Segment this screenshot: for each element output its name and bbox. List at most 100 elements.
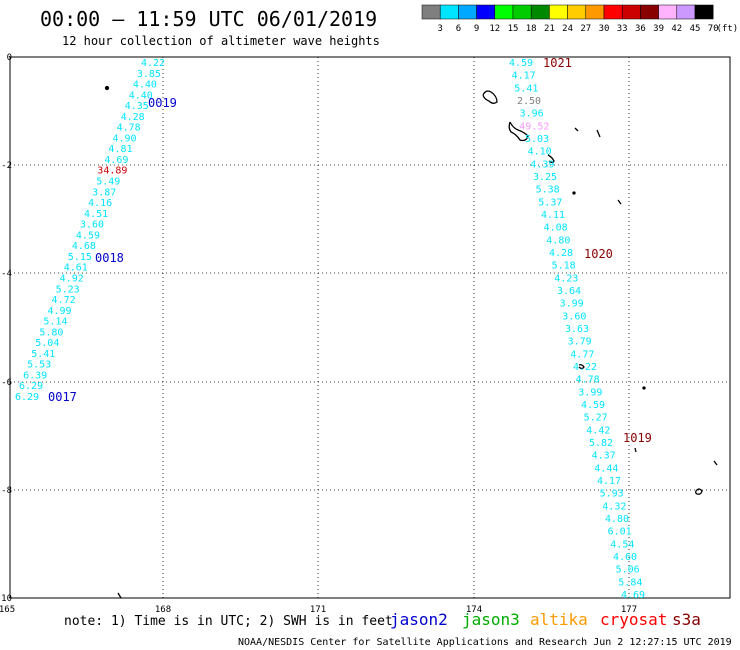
pass-label: 1019: [623, 431, 652, 445]
legend-swatch: [640, 4, 659, 20]
wave-height-reading: 5.41: [514, 83, 538, 94]
wave-height-reading: 4.42: [586, 425, 610, 436]
wave-height-reading: 2.50: [517, 96, 541, 107]
legend-swatch: [494, 4, 514, 20]
legend-swatch: [694, 4, 714, 20]
plot-frame: [9, 56, 731, 599]
wave-height-reading: 5.23: [56, 284, 80, 295]
color-legend: 3 6 9 12 15 18 21 24 27 30 33 36 39 42 45 70(ft): [421, 4, 739, 34]
wave-height-reading: 6.01: [608, 527, 632, 538]
wave-height-reading: 4.44: [594, 463, 618, 474]
wave-height-reading: 4.59: [509, 58, 533, 69]
wave-height-reading: 4.28: [549, 248, 573, 259]
wave-height-reading: 4.17: [597, 476, 621, 487]
legend-label: 36: [635, 24, 646, 34]
island-outline: [508, 121, 529, 142]
legend-swatch: [603, 4, 623, 20]
legend-label: 24: [562, 24, 573, 34]
wave-height-reading: 4.22: [573, 362, 597, 373]
wave-height-reading: 4.54: [610, 539, 634, 550]
wave-height-reading: 5.18: [552, 261, 576, 272]
legend-label: 12: [489, 24, 500, 34]
island-outlines: [104, 85, 718, 599]
pass-label: 0019: [148, 96, 177, 110]
wave-height-reading: 4.68: [72, 241, 96, 252]
wave-height-reading: 4.92: [60, 273, 84, 284]
wave-height-reading: 4.32: [602, 501, 626, 512]
y-tick-label: 0: [7, 53, 12, 63]
legend-swatch: [585, 4, 605, 20]
wave-height-reading: 6.39: [23, 370, 47, 381]
wave-height-reading: 3.60: [562, 311, 586, 322]
map-title: 00:00 – 11:59 UTC 06/01/2019: [40, 7, 377, 31]
legend-label: 3: [437, 24, 442, 34]
axis-labels: 165 168 171 174 177 0 -2 -4 -6 -8 -10: [0, 53, 637, 615]
wave-height-reading: 5.37: [538, 197, 562, 208]
wave-height-reading: 5.41: [31, 349, 55, 360]
wave-height-reading: 4.40: [133, 80, 157, 91]
wave-height-reading: 4.51: [84, 209, 108, 220]
satellite-label: s3a: [672, 610, 701, 629]
legend-label: (ft): [717, 24, 739, 34]
island-outline: [695, 488, 703, 495]
legend-swatch: [549, 4, 568, 20]
wave-height-reading: 5.06: [616, 565, 640, 576]
x-tick-label: 177: [621, 605, 637, 615]
wave-height-reading: 4.35: [125, 101, 149, 112]
wave-height-reading: 5.38: [536, 185, 560, 196]
wave-height-reading: 4.22: [141, 58, 165, 69]
wave-height-reading: 4.60: [613, 552, 637, 563]
legend-label: 42: [671, 24, 682, 34]
wave-height-reading: 3.99: [560, 299, 584, 310]
x-tick-label: 168: [155, 605, 171, 615]
legend-swatch: [567, 4, 587, 20]
legend-label: 6: [456, 24, 461, 34]
wave-height-reading: 5.14: [43, 317, 67, 328]
map-subtitle: 12 hour collection of altimeter wave hei…: [62, 34, 380, 48]
wave-height-reading: 4.77: [570, 349, 594, 360]
satellite-label: cryosat: [600, 610, 667, 629]
wave-height-reading: 4.08: [544, 223, 568, 234]
wave-height-reading: 4.80: [546, 235, 570, 246]
wave-height-reading: 4.69: [104, 155, 128, 166]
wave-height-reading: 5.80: [39, 327, 63, 338]
wave-height-reading: 3.60: [80, 220, 104, 231]
wave-height-reading: 4.39: [530, 159, 554, 170]
wave-height-reading: 4.78: [576, 375, 600, 386]
legend-swatch: [676, 4, 696, 20]
legend-swatch: [530, 4, 550, 20]
wave-height-reading: 4.17: [512, 71, 536, 82]
pass-label: 1021: [543, 56, 572, 70]
island-outline: [617, 199, 622, 205]
legend-label: 9: [474, 24, 479, 34]
wave-height-reading: 4.40: [129, 90, 153, 101]
wave-height-reading: 4.69: [621, 590, 645, 601]
wave-height-reading: 3.87: [92, 187, 116, 198]
wave-height-reading: 4.90: [113, 133, 137, 144]
wave-height-reading: 5.27: [584, 413, 608, 424]
y-tick-label: -4: [1, 269, 12, 279]
footer-credit: NOAA/NESDIS Center for Satellite Applica…: [238, 637, 732, 648]
legend-label: 15: [508, 24, 519, 34]
legend-swatch: [421, 4, 441, 20]
wave-height-reading: 4.23: [554, 273, 578, 284]
island-marker: [104, 85, 110, 91]
island-outline: [596, 129, 601, 138]
island-outline: [713, 460, 718, 466]
wave-height-reading: 3.96: [520, 109, 544, 120]
island-marker: [572, 191, 576, 195]
legend-swatch: [439, 4, 459, 20]
wave-height-reading: 6.29: [15, 392, 39, 403]
legend-swatch: [658, 4, 678, 20]
wave-height-reading: 5.15: [68, 252, 92, 263]
pass-label: 0018: [95, 251, 124, 265]
wave-height-reading: 5.82: [589, 438, 613, 449]
footer-note: note: 1) Time is in UTC; 2) SWH is in fe…: [64, 614, 393, 629]
wave-height-reading: 5.53: [27, 360, 51, 371]
wave-height-reading: 5.49: [96, 177, 120, 188]
wave-height-reading: 4.28: [121, 112, 145, 123]
wave-height-reading: 4.80: [605, 514, 629, 525]
wave-height-reading: 4.59: [76, 230, 100, 241]
wave-height-reading: 4.99: [47, 306, 71, 317]
wave-height-reading: 6.29: [19, 381, 43, 392]
